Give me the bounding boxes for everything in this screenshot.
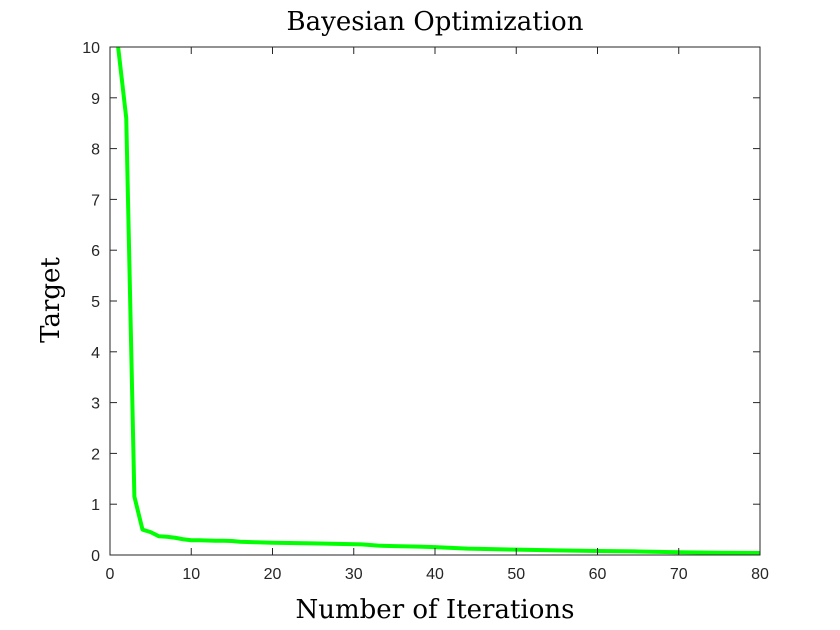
x-tick-label: 40 [426,566,444,583]
y-tick-label: 8 [91,142,100,159]
y-tick-label: 3 [91,396,100,413]
y-tick-label: 4 [91,345,100,362]
x-tick-label: 50 [507,566,525,583]
x-tick-label: 30 [345,566,363,583]
y-tick-label: 5 [91,294,100,311]
y-tick-label: 2 [91,446,100,463]
y-tick-label: 10 [82,40,100,57]
chart-title: Bayesian Optimization [287,7,584,37]
plot-area: 0 10 20 30 40 50 60 70 80 0 1 2 3 4 5 6 7 8 9 10 [82,40,769,583]
y-tick-label: 6 [91,243,100,260]
y-tick-label: 7 [91,192,100,209]
y-tick-label: 1 [91,497,100,514]
x-tick-label: 10 [182,566,200,583]
y-tick-label: 9 [91,91,100,108]
series-line-0 [116,46,761,555]
x-tick-label: 80 [751,566,769,583]
x-axis-label: Number of Iterations [296,595,575,625]
y-axis-label: Target [36,257,66,343]
x-tick-label: 0 [106,566,115,583]
x-tick-label: 70 [670,566,688,583]
y-tick-label: 0 [91,548,100,565]
x-tick-label: 60 [589,566,607,583]
x-tick-label: 20 [264,566,282,583]
